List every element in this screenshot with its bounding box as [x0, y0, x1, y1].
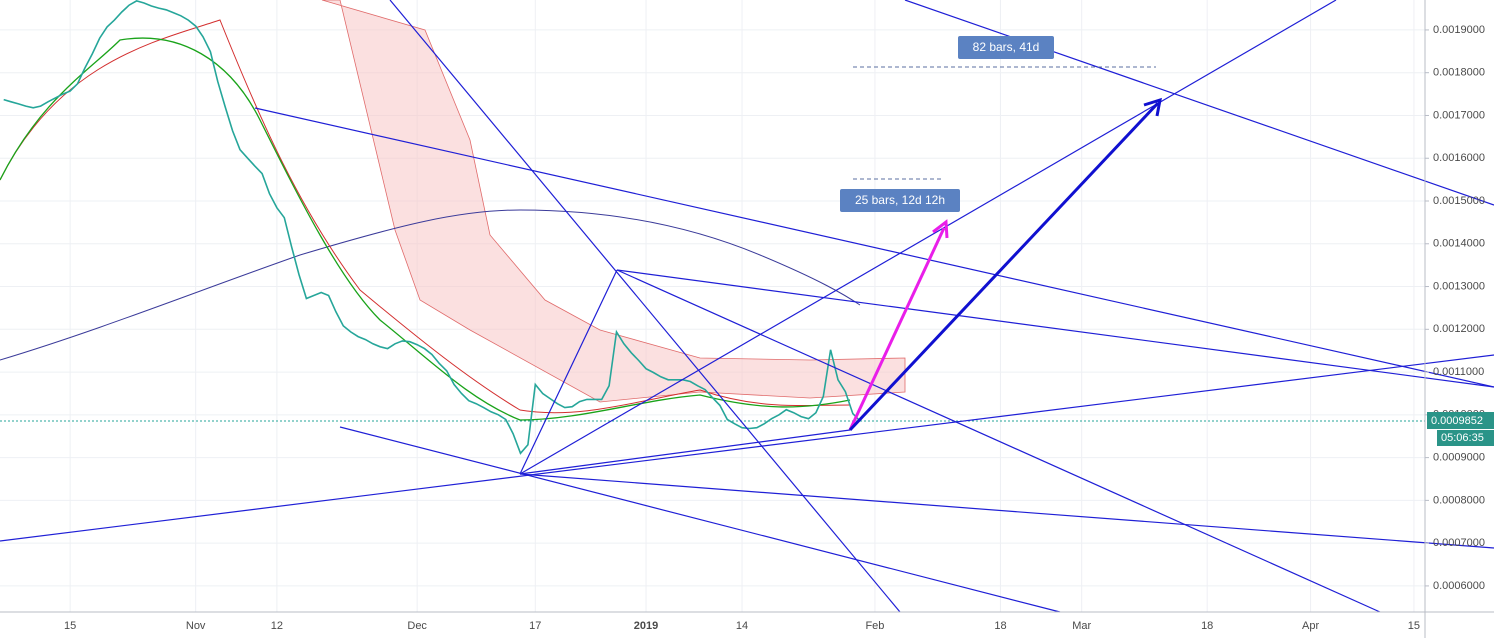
y-tick-label: 0.0012000: [1433, 323, 1485, 335]
moving-average: [0, 19, 851, 414]
annotation: 25 bars, 12d 12h: [855, 193, 945, 207]
x-tick-label: 12: [271, 620, 283, 632]
y-tick-label: 0.0017000: [1433, 109, 1485, 121]
y-tick-label: 0.0016000: [1433, 152, 1485, 164]
moving-average: [0, 209, 861, 361]
trendline: [339, 426, 1061, 613]
annotation: 82 bars, 41d: [973, 40, 1040, 54]
y-tick-label: 0.0009000: [1433, 452, 1485, 464]
y-tick-label: 0.0019000: [1433, 24, 1485, 36]
x-tick-label: 15: [64, 620, 76, 632]
trendlines: [0, 0, 1494, 613]
trendline: [519, 269, 618, 475]
x-tick-label: 17: [529, 620, 541, 632]
y-tick-label: 0.0015000: [1433, 195, 1485, 207]
x-tick-label: 18: [994, 620, 1006, 632]
countdown-box: [1437, 430, 1494, 446]
y-tick-label: 0.0007000: [1433, 537, 1485, 549]
y-tick-label: 0.0011000: [1433, 366, 1484, 378]
series: [3, 0, 861, 455]
x-tick-label: 18: [1201, 620, 1213, 632]
x-tick-label: 2019: [634, 620, 658, 632]
trendline: [519, 429, 851, 475]
y-tick-label: 0.0006000: [1433, 580, 1485, 592]
x-tick-label: Apr: [1302, 620, 1319, 632]
trendline: [616, 269, 1381, 613]
ichimoku-cloud: [321, 0, 906, 403]
x-tick-label: Feb: [865, 620, 884, 632]
y-tick-label: 0.0018000: [1433, 67, 1485, 79]
moving-average: [0, 37, 851, 421]
arrows: [848, 66, 1162, 432]
price-label: 0.0009852: [1431, 415, 1483, 427]
trendline: [389, 0, 901, 613]
trendline: [254, 107, 1494, 388]
trendline: [519, 473, 1494, 549]
arrow: [848, 101, 1160, 432]
y-tick-label: 0.0008000: [1433, 494, 1485, 506]
axes: 0.0006000 0.0007000 0.0008000 0.0009000 0.00…: [64, 24, 1485, 632]
trendline: [904, 0, 1494, 206]
x-tick-label: 15: [1408, 620, 1420, 632]
trendline: [0, 354, 1494, 542]
price-line: [3, 0, 861, 455]
x-tick-label: 14: [736, 620, 748, 632]
x-tick-label: Nov: [186, 620, 206, 632]
arrow-head: [932, 219, 949, 239]
annotation-box: [958, 36, 1054, 59]
arrow: [848, 227, 946, 431]
arrow-head: [1143, 97, 1162, 117]
trendline: [519, 0, 1337, 475]
price-label-box: [1427, 412, 1494, 429]
trendline: [616, 269, 1494, 388]
y-tick-label: 0.0014000: [1433, 238, 1485, 250]
x-tick-label: Dec: [407, 620, 427, 632]
y-tick-label: 0.0013000: [1433, 280, 1485, 292]
x-tick-label: Mar: [1072, 620, 1091, 632]
annotation-box: [840, 189, 960, 212]
countdown: 05:06:35: [1441, 432, 1484, 444]
